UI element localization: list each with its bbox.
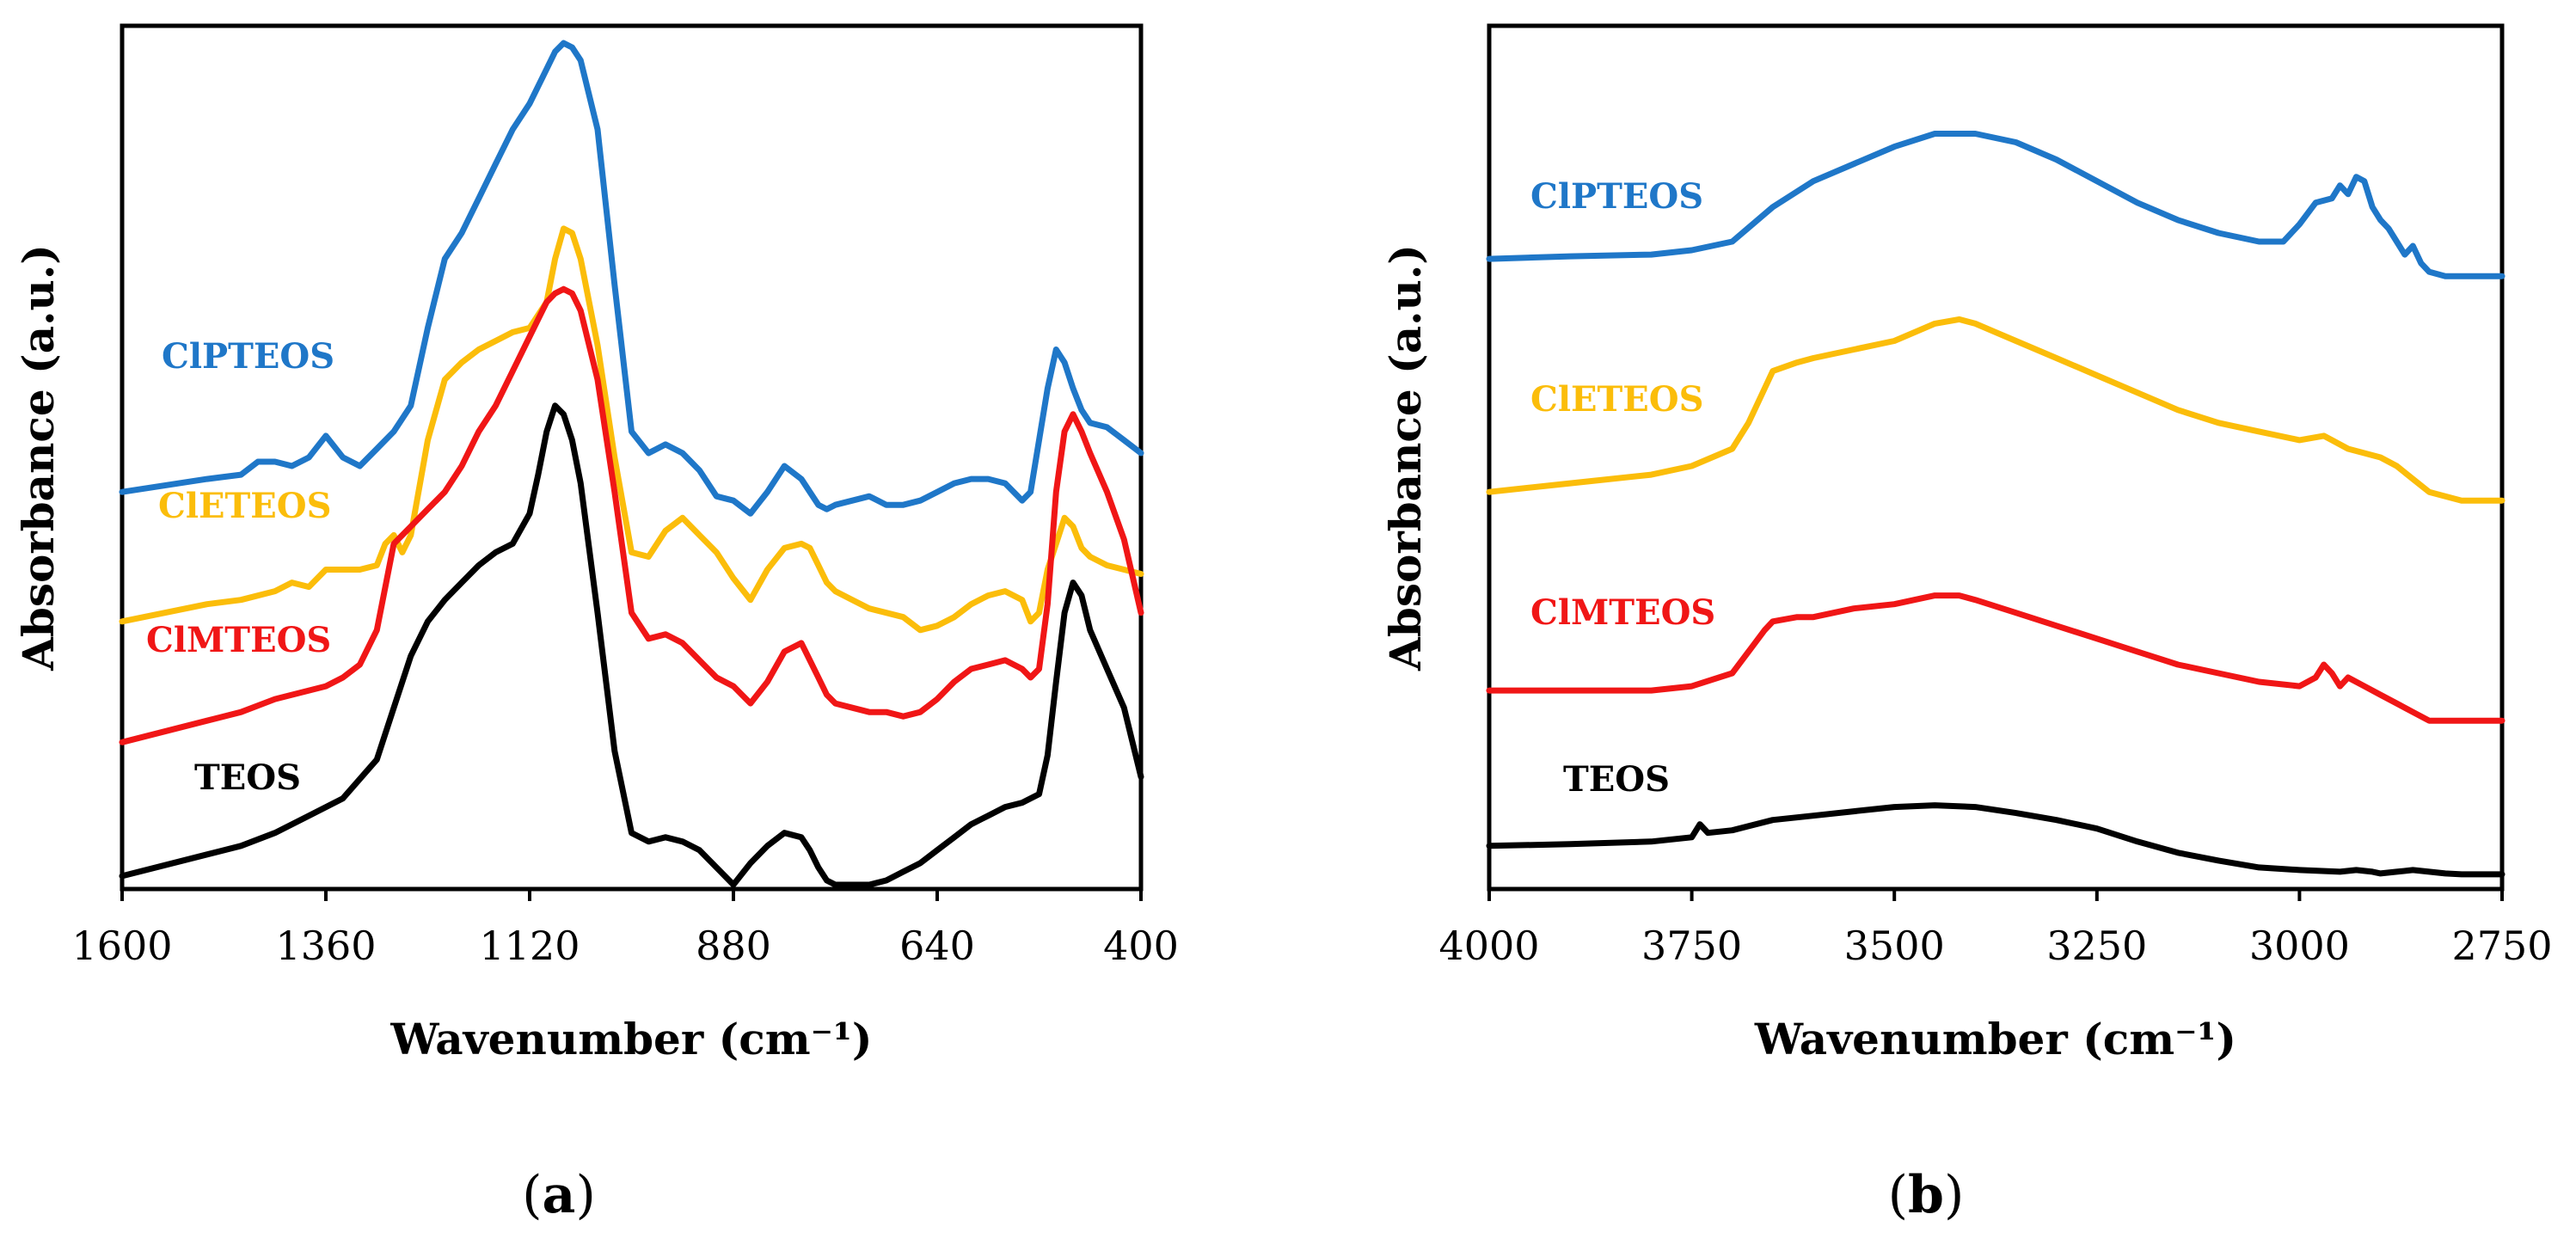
series-label-clmteos: ClMTEOS xyxy=(1530,592,1715,633)
series-line-cleteos xyxy=(119,225,1144,634)
x-tick-label: 400 xyxy=(1103,923,1179,969)
x-tick-label: 3750 xyxy=(1641,923,1742,969)
x-axis-label: Wavenumber (cm⁻¹) xyxy=(389,1014,872,1064)
series-label-cleteos: ClETEOS xyxy=(158,486,332,526)
series-label-teos: TEOS xyxy=(1563,759,1670,800)
series-line-clmteos xyxy=(1486,592,2505,724)
x-tick-label: 4000 xyxy=(1438,923,1539,969)
x-axis-label: Wavenumber (cm⁻¹) xyxy=(1754,1014,2236,1064)
x-tick-label: 880 xyxy=(696,923,771,969)
series-label-clpteos: ClPTEOS xyxy=(162,336,334,377)
panel-a-label: (a) xyxy=(522,1165,596,1225)
y-axis-label: Absorbance (a.u.) xyxy=(1380,244,1431,671)
x-tick-label: 1360 xyxy=(275,923,376,969)
series-label-clpteos: ClPTEOS xyxy=(1530,176,1703,217)
series-line-clpteos xyxy=(119,40,1144,517)
series-line-clpteos xyxy=(1486,131,2505,279)
series-line-teos xyxy=(119,402,1144,888)
plot-frame xyxy=(120,23,1144,892)
x-tick-label: 640 xyxy=(899,923,975,969)
series-label-teos: TEOS xyxy=(194,757,301,798)
x-tick-label: 1120 xyxy=(479,923,580,969)
y-axis-label: Absorbance (a.u.) xyxy=(13,244,64,671)
series-line-cleteos xyxy=(1486,316,2505,504)
x-tick-label: 2750 xyxy=(2451,923,2552,969)
x-tick-label: 1600 xyxy=(71,923,172,969)
panel-b-chart: 4000 3750 3500 3250 3000 2750 Wavenumber (cm⁻¹… xyxy=(1380,23,2553,1064)
series-label-cleteos: ClETEOS xyxy=(1530,379,1704,420)
x-tick-label: 3250 xyxy=(2046,923,2147,969)
plot-frame xyxy=(1487,23,2505,892)
x-tick-label: 3000 xyxy=(2249,923,2350,969)
series-label-clmteos: ClMTEOS xyxy=(146,620,331,660)
series-line-teos xyxy=(1486,802,2505,878)
panel-b-label: (b) xyxy=(1888,1165,1965,1225)
series-line-clmteos xyxy=(119,285,1144,745)
panel-a-chart: 1600 1360 1120 880 640 400 Wavenumber (cm⁻¹) Ab… xyxy=(13,23,1179,1064)
x-tick-label: 3500 xyxy=(1844,923,1945,969)
